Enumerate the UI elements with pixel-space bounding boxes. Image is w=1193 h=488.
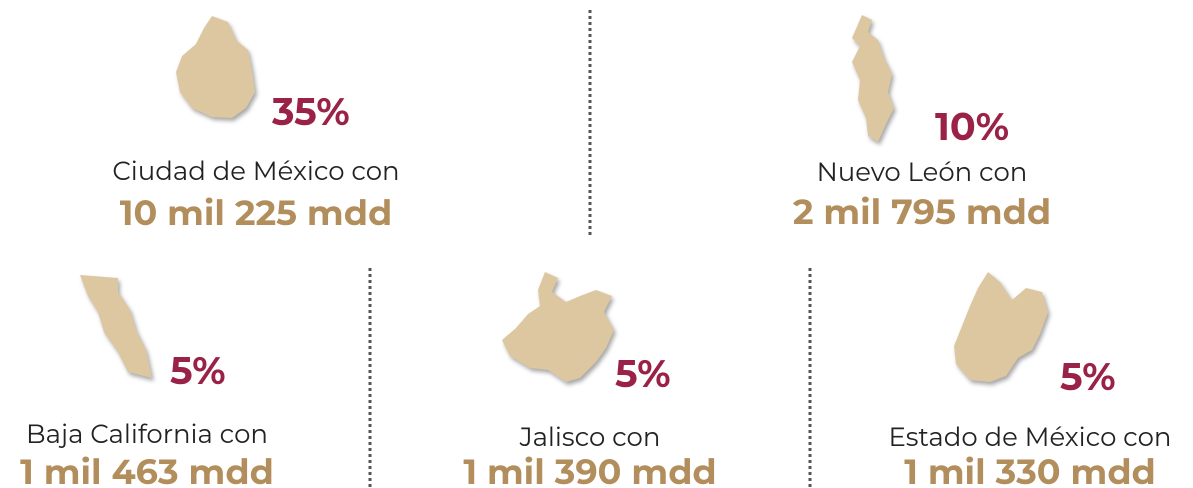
state-shape [852, 15, 894, 142]
state-shape [502, 272, 614, 382]
amount: 2 mil 795 mdd [793, 190, 1051, 233]
amount: 1 mil 330 mdd [904, 450, 1156, 488]
state-shape [80, 275, 152, 378]
percent: 5% [615, 350, 671, 397]
amount: 1 mil 390 mdd [463, 450, 716, 488]
percent: 10% [935, 103, 1009, 150]
percent: 5% [1060, 353, 1116, 400]
state-name: Ciudad de México con [112, 155, 399, 187]
percent: 5% [170, 347, 226, 394]
state-name: Estado de México con [889, 421, 1172, 453]
state-shape [954, 272, 1048, 382]
state-name: Nuevo León con [817, 156, 1028, 188]
amount: 1 mil 463 mdd [20, 450, 274, 488]
amount: 10 mil 225 mdd [120, 191, 392, 234]
percent: 35% [271, 88, 350, 135]
state-name: Baja California con [26, 418, 268, 450]
state-name: Jalisco con [519, 421, 661, 453]
state-shape [176, 16, 255, 118]
